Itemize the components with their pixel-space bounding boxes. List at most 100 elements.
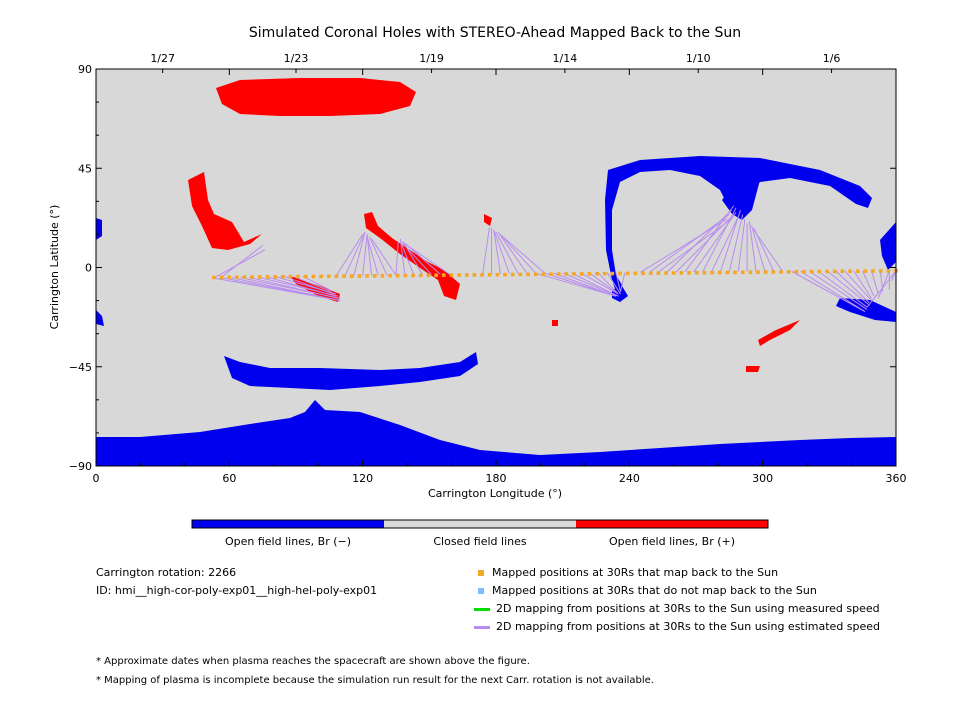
date-label-4: 1/10 <box>686 52 711 65</box>
mapped-point-76 <box>794 269 799 274</box>
mapped-point-45 <box>556 272 561 276</box>
mapping-line-12 <box>220 245 263 279</box>
mapped-point-54 <box>625 271 630 276</box>
mapped-point-78 <box>809 269 814 274</box>
mapped-point-25 <box>403 273 408 278</box>
mapped-point-7 <box>265 275 270 279</box>
positive-south-1 <box>758 320 800 346</box>
mapping-line-67 <box>817 270 868 308</box>
colorbar-label-negative: Open field lines, Br (−) <box>225 535 351 548</box>
date-label-5: 1/6 <box>823 52 841 65</box>
mapping-line-55 <box>711 216 739 272</box>
closed-field-background <box>96 69 896 466</box>
x-tick-label-2: 120 <box>352 472 373 485</box>
mapped-point-68 <box>733 270 737 275</box>
mapping-line-50 <box>666 209 732 273</box>
mapping-line-60 <box>748 221 757 272</box>
mapping-line-22 <box>399 238 406 276</box>
mapping-line-13 <box>344 232 366 277</box>
mapped-point-0 <box>211 275 216 280</box>
mapped-point-4 <box>242 275 247 279</box>
colorbar-positive <box>576 520 768 528</box>
north-loop-foot <box>722 180 760 220</box>
mapping-line-34 <box>500 234 537 274</box>
legend-mapped-points: Mapped positions at 30Rs that map back t… <box>478 566 778 579</box>
mapped-point-62 <box>687 271 691 275</box>
mapped-point-28 <box>426 273 431 278</box>
note-incomplete: * Mapping of plasma is incomplete becaus… <box>96 675 654 686</box>
mapped-point-34 <box>472 273 477 277</box>
date-label-2: 1/19 <box>419 52 444 65</box>
mapped-point-71 <box>756 270 760 274</box>
mapped-point-63 <box>694 270 699 275</box>
mapped-point-87 <box>878 269 883 273</box>
colorbar-negative <box>192 520 384 528</box>
mapping-line-10 <box>302 275 330 291</box>
mapped-point-81 <box>832 269 837 274</box>
mapped-points <box>211 269 898 280</box>
mapping-line-70 <box>844 270 872 301</box>
legend-label: 2D mapping from positions at 30Rs to the… <box>496 602 880 615</box>
mapping-line-77 <box>877 270 890 299</box>
mapped-point-70 <box>748 270 753 275</box>
x-tick-label-3: 180 <box>486 472 507 485</box>
mapping-line-68 <box>826 270 870 306</box>
estimated-mapping-lines <box>213 205 897 313</box>
mapping-line-65 <box>800 270 866 313</box>
positive-south-3 <box>552 320 558 326</box>
mapped-point-32 <box>457 273 461 277</box>
mapped-point-35 <box>480 273 484 277</box>
legend-line-green <box>474 607 490 611</box>
x-axis-label: Carrington Longitude (°) <box>428 487 562 500</box>
mapped-point-51 <box>602 271 607 276</box>
mapped-point-39 <box>510 272 515 277</box>
mapping-line-39 <box>562 272 619 297</box>
west-edge-hole-2 <box>96 310 104 326</box>
mapped-point-9 <box>280 274 285 279</box>
mapped-point-46 <box>564 272 569 276</box>
mapped-point-60 <box>671 271 676 275</box>
mapped-point-1 <box>219 275 224 280</box>
y-tick-label-4: −90 <box>69 460 92 473</box>
mapped-point-73 <box>771 270 776 274</box>
mapped-point-16 <box>334 274 339 279</box>
run-id: ID: hmi__high-cor-poly-exp01__high-hel-p… <box>96 584 378 597</box>
legend-label: Mapped positions at 30Rs that do not map… <box>492 584 817 597</box>
top-date-axis: 1/27 1/23 1/19 1/14 1/10 1/6 <box>150 52 840 73</box>
south-band-hole <box>224 352 478 390</box>
mapped-point-40 <box>518 272 523 277</box>
mapped-point-80 <box>825 269 829 274</box>
x-tick-label-6: 360 <box>886 472 907 485</box>
south-polar-hole <box>96 400 896 466</box>
mapping-line-28 <box>482 227 490 275</box>
mapped-point-6 <box>257 275 262 279</box>
mapped-point-56 <box>641 271 645 276</box>
mapping-line-14 <box>353 232 366 277</box>
mapped-point-36 <box>487 272 492 277</box>
colorbar-frame <box>191 519 769 529</box>
mapping-line-43 <box>597 272 619 295</box>
mapped-point-17 <box>342 274 346 278</box>
mapping-line-63 <box>753 229 784 272</box>
mapped-point-26 <box>411 273 415 278</box>
mapped-point-82 <box>840 269 845 274</box>
mapping-line-41 <box>580 272 619 295</box>
chart-title: Simulated Coronal Holes with STEREO-Ahea… <box>249 25 741 41</box>
mapping-line-52 <box>684 205 735 273</box>
mapping-line-33 <box>497 231 528 274</box>
mapping-line-6 <box>266 276 337 297</box>
y-axis-label: Carrington Latitude (°) <box>48 205 61 330</box>
positive-streak-west <box>188 172 262 250</box>
mapping-line-38 <box>553 272 617 297</box>
mapping-line-30 <box>493 229 501 274</box>
mapping-line-42 <box>589 272 619 295</box>
mapping-line-69 <box>835 270 870 304</box>
mapping-line-51 <box>675 214 735 273</box>
mapped-point-43 <box>541 272 546 277</box>
legend-measured-speed: 2D mapping from positions at 30Rs to the… <box>474 602 880 615</box>
legend-line-purple <box>474 625 490 629</box>
y-axis-ticks: 90 45 0 −45 −90 <box>69 63 896 473</box>
mapped-point-5 <box>250 275 254 279</box>
mapping-line-35 <box>502 236 546 274</box>
x-tick-label-5: 300 <box>752 472 773 485</box>
